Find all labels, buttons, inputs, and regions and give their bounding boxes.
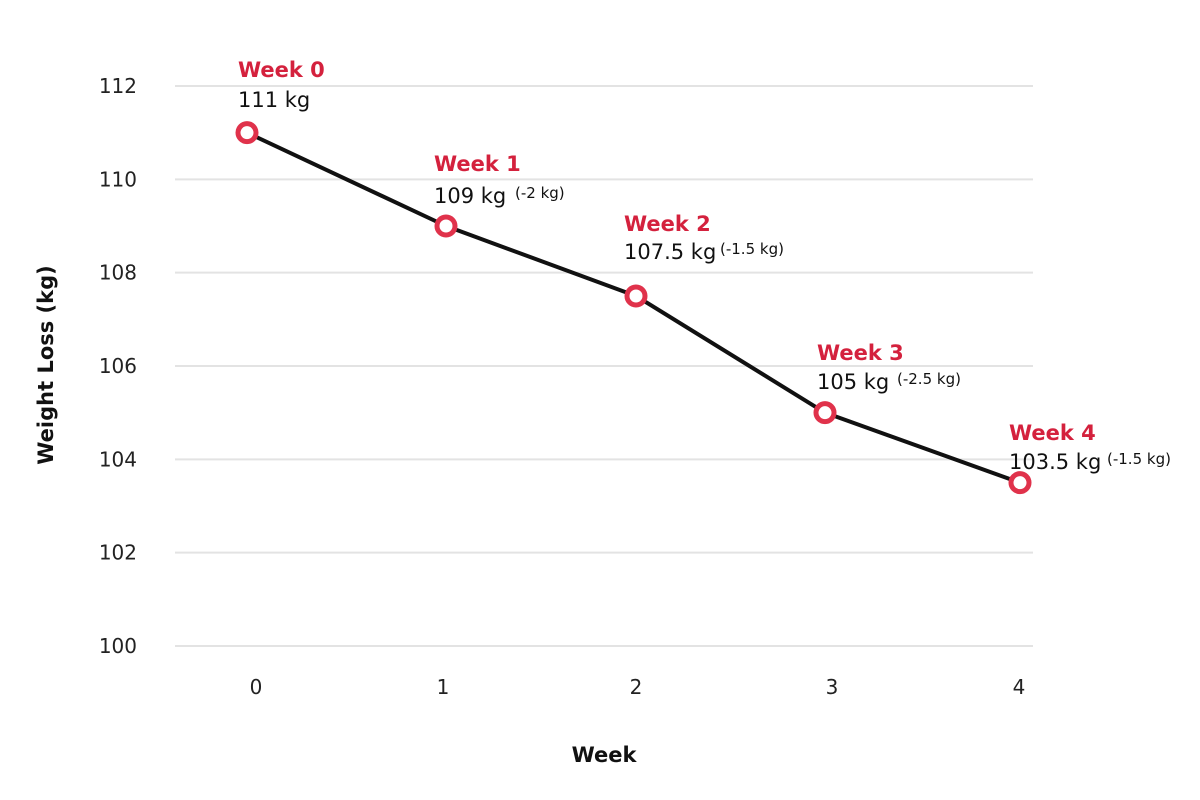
y-axis-ticks: 100 102 104 106 108 110 112 <box>99 74 137 658</box>
y-tick-label: 102 <box>99 541 137 565</box>
x-tick-label: 3 <box>826 675 839 699</box>
x-tick-label: 4 <box>1013 675 1026 699</box>
annotation-week-label: Week 1 <box>434 152 521 176</box>
gridlines <box>175 85 1033 647</box>
data-point <box>1008 471 1032 495</box>
annotation-week-label: Week 4 <box>1009 421 1096 445</box>
x-tick-label: 0 <box>250 675 263 699</box>
annotation-value-label: 103.5 kg <box>1009 450 1101 474</box>
annotation-week-label: Week 3 <box>817 341 904 365</box>
x-axis-title: Week <box>572 743 638 767</box>
annotation-value-label: 111 kg <box>238 88 310 112</box>
annotation-week-label: Week 0 <box>238 58 325 82</box>
annotation-week-label: Week 2 <box>624 212 711 236</box>
y-tick-label: 108 <box>99 261 137 285</box>
y-tick-label: 100 <box>99 634 137 658</box>
data-point <box>624 284 648 308</box>
annotation-change-label: (-2.5 kg) <box>897 370 961 388</box>
annotation-change-label: (-2 kg) <box>515 184 565 202</box>
point-annotations: Week 0 111 kg Week 1 109 kg (-2 kg) Week 2 107… <box>238 58 1171 474</box>
x-axis-ticks: 0 1 2 3 4 <box>250 675 1026 699</box>
y-tick-label: 112 <box>99 74 137 98</box>
annotation-change-label: (-1.5 kg) <box>720 240 784 258</box>
annotation-value-label: 107.5 kg <box>624 240 716 264</box>
y-tick-label: 110 <box>99 167 137 191</box>
x-tick-label: 1 <box>437 675 450 699</box>
data-point <box>813 401 837 425</box>
annotation-change-label: (-1.5 kg) <box>1107 450 1171 468</box>
data-point <box>434 214 458 238</box>
data-point <box>235 121 259 145</box>
annotation-value-label: 109 kg <box>434 184 506 208</box>
x-tick-label: 2 <box>630 675 643 699</box>
y-tick-label: 104 <box>99 447 137 471</box>
series-line <box>246 130 1021 485</box>
annotation-value-label: 105 kg <box>817 370 889 394</box>
y-tick-label: 106 <box>99 354 137 378</box>
data-markers <box>235 121 1032 495</box>
y-axis-title: Weight Loss (kg) <box>34 265 58 465</box>
